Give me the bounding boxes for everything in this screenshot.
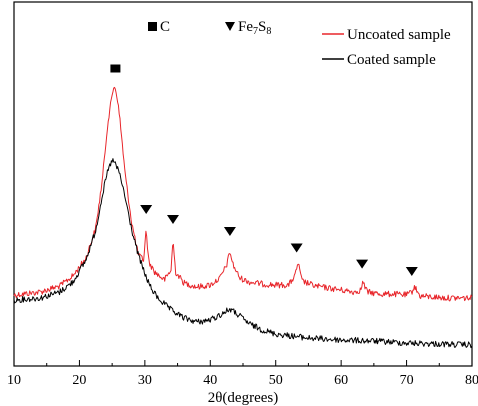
peak-marker-fe7s8 [223, 227, 236, 236]
x-tick-label: 70 [400, 373, 414, 388]
peak-marker-fe7s8 [166, 215, 179, 224]
legend-c-label: C [160, 19, 170, 35]
peak-marker-fe7s8 [140, 205, 153, 214]
x-axis-tick-labels: 10 20 30 40 50 60 70 80 [7, 373, 478, 388]
x-tick-label: 60 [334, 373, 348, 388]
legend-coated-label: Coated sample [347, 52, 436, 68]
peak-marker-fe7s8 [290, 243, 303, 253]
x-axis-ticks [13, 360, 473, 366]
x-tick-label: 20 [72, 373, 86, 388]
marker-layer [110, 64, 418, 276]
peak-marker-c [110, 64, 121, 73]
x-tick-label: 10 [7, 373, 21, 388]
series-uncoated-line [13, 86, 473, 302]
peak-marker-fe7s8 [405, 267, 418, 276]
x-tick-label: 80 [465, 373, 478, 388]
legend-uncoated-label: Uncoated sample [347, 27, 451, 43]
series-layer [13, 86, 473, 349]
legend-fe7s8-marker-icon [225, 22, 235, 31]
x-tick-label: 40 [203, 373, 217, 388]
x-axis-title: 2θ(degrees) [208, 390, 278, 406]
legend-c-marker-icon [148, 22, 157, 31]
series-coated-line [13, 158, 473, 349]
x-tick-label: 50 [269, 373, 283, 388]
peak-marker-fe7s8 [356, 259, 369, 269]
legend-fe7s8-label: Fe7S8 [238, 19, 271, 37]
x-tick-label: 30 [138, 373, 152, 388]
